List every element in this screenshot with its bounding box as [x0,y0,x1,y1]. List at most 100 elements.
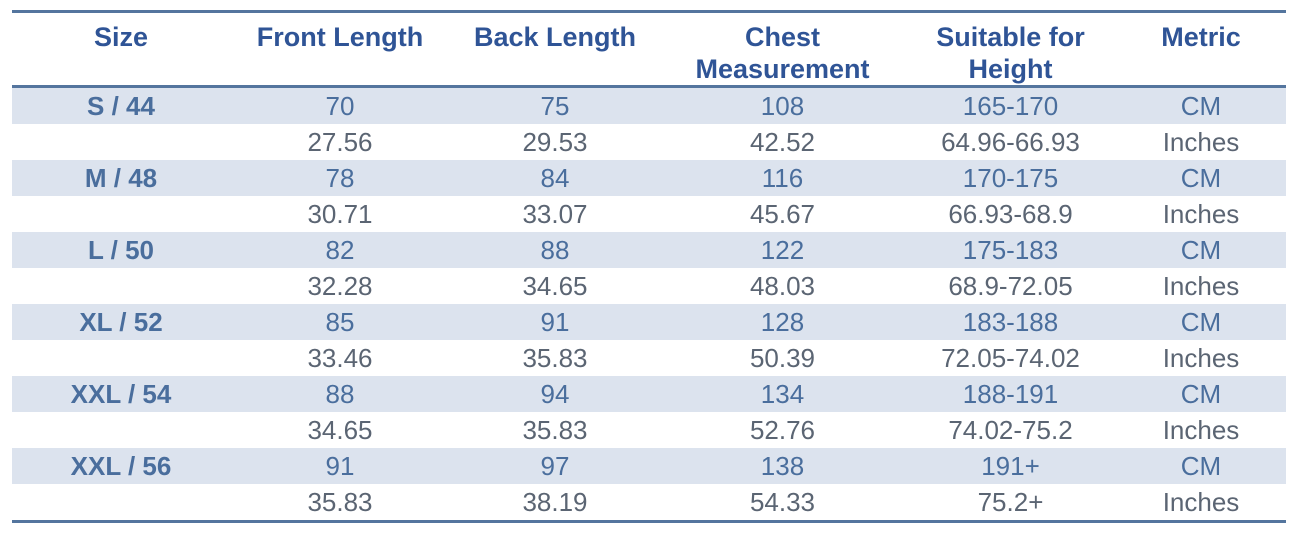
cell-metric: CM [1180,451,1222,481]
column-header-suitable-for-height: Suitable for Height [905,11,1116,88]
table-row: L / 50 82 88 122 175-183 CM [12,232,1286,268]
table-row: 35.83 38.19 54.33 75.2+ Inches [12,484,1286,522]
column-header-metric: Metric [1116,11,1286,88]
cell-front-length: 34.65 [307,415,373,445]
cell-metric: Inches [1162,271,1240,301]
cell-chest-measurement: 54.33 [749,487,816,517]
header-row: Size Front Length Back Length Chest Meas… [12,11,1286,88]
cell-back-length: 35.83 [522,343,588,373]
cell-size: XL / 52 [79,307,163,337]
cell-metric: CM [1180,307,1222,337]
cell-front-length: 35.83 [307,487,373,517]
cell-chest-measurement: 108 [760,91,805,121]
cell-chest-measurement: 45.67 [749,199,816,229]
cell-size [12,484,230,522]
cell-height-range: 72.05-74.02 [941,343,1080,373]
cell-back-length: 35.83 [522,415,588,445]
column-header-label: Metric [1161,22,1241,52]
cell-back-length: 33.07 [522,199,588,229]
table-row: XXL / 54 88 94 134 188-191 CM [12,376,1286,412]
cell-back-length: 94 [540,379,570,409]
cell-height-range: 191+ [981,451,1040,481]
cell-chest-measurement: 42.52 [749,127,816,157]
cell-metric: Inches [1162,199,1240,229]
cell-chest-measurement: 134 [760,379,805,409]
cell-metric: CM [1180,91,1222,121]
cell-back-length: 97 [540,451,570,481]
table-body: S / 44 70 75 108 165-170 CM 27.56 29.53 42.52 64.… [12,86,1286,522]
cell-size: S / 44 [87,91,155,121]
cell-size [12,268,230,304]
cell-height-range: 188-191 [962,379,1059,409]
table-row: S / 44 70 75 108 165-170 CM [12,86,1286,124]
table-row: 27.56 29.53 42.52 64.96-66.93 Inches [12,124,1286,160]
table-row: 33.46 35.83 50.39 72.05-74.02 Inches [12,340,1286,376]
column-header-chest-measurement: Chest Measurement [660,11,905,88]
column-header-label: Chest Measurement [695,22,870,84]
cell-metric: CM [1180,163,1222,193]
cell-chest-measurement: 128 [760,307,805,337]
cell-height-range: 64.96-66.93 [941,127,1080,157]
column-header-label: Size [93,22,149,52]
cell-chest-measurement: 122 [760,235,805,265]
cell-height-range: 66.93-68.9 [948,199,1073,229]
column-header-label: Front Length [256,22,424,52]
cell-front-length: 30.71 [307,199,373,229]
cell-metric: CM [1180,379,1222,409]
cell-metric: Inches [1162,415,1240,445]
table-row: 32.28 34.65 48.03 68.9-72.05 Inches [12,268,1286,304]
cell-size [12,196,230,232]
cell-size: XXL / 54 [70,379,172,409]
cell-height-range: 74.02-75.2 [948,415,1073,445]
cell-chest-measurement: 138 [760,451,805,481]
cell-chest-measurement: 50.39 [749,343,816,373]
cell-chest-measurement: 52.76 [749,415,816,445]
cell-front-length: 33.46 [307,343,373,373]
column-header-label: Suitable for Height [936,22,1085,84]
cell-back-length: 29.53 [522,127,588,157]
cell-height-range: 183-188 [962,307,1059,337]
cell-height-range: 75.2+ [977,487,1044,517]
cell-metric: CM [1180,235,1222,265]
cell-back-length: 84 [540,163,570,193]
table-row: 30.71 33.07 45.67 66.93-68.9 Inches [12,196,1286,232]
table-row: M / 48 78 84 116 170-175 CM [12,160,1286,196]
cell-size [12,124,230,160]
cell-size: L / 50 [87,235,154,265]
table-row: XXL / 56 91 97 138 191+ CM [12,448,1286,484]
cell-back-length: 88 [540,235,570,265]
cell-size: XXL / 56 [70,451,172,481]
cell-back-length: 38.19 [522,487,588,517]
cell-front-length: 88 [325,379,355,409]
size-chart-table: Size Front Length Back Length Chest Meas… [12,10,1286,523]
cell-chest-measurement: 116 [761,163,804,193]
cell-back-length: 34.65 [522,271,588,301]
table-row: 34.65 35.83 52.76 74.02-75.2 Inches [12,412,1286,448]
table-header: Size Front Length Back Length Chest Meas… [12,11,1286,88]
cell-metric: Inches [1162,487,1240,517]
cell-back-length: 75 [540,91,570,121]
cell-metric: Inches [1162,127,1240,157]
column-header-label: Back Length [473,22,637,52]
cell-front-length: 32.28 [307,271,373,301]
cell-height-range: 175-183 [962,235,1059,265]
cell-height-range: 170-175 [962,163,1059,193]
column-header-back-length: Back Length [450,11,660,88]
cell-chest-measurement: 48.03 [749,271,816,301]
table-row: XL / 52 85 91 128 183-188 CM [12,304,1286,340]
cell-back-length: 91 [540,307,570,337]
cell-size: M / 48 [84,163,158,193]
cell-front-length: 78 [325,163,355,193]
cell-size [12,412,230,448]
cell-front-length: 91 [325,451,355,481]
cell-height-range: 68.9-72.05 [948,271,1073,301]
cell-front-length: 27.56 [307,127,373,157]
column-header-size: Size [12,11,230,88]
cell-size [12,340,230,376]
cell-metric: Inches [1162,343,1240,373]
cell-front-length: 82 [325,235,355,265]
column-header-front-length: Front Length [230,11,450,88]
cell-height-range: 165-170 [962,91,1059,121]
cell-front-length: 85 [325,307,355,337]
